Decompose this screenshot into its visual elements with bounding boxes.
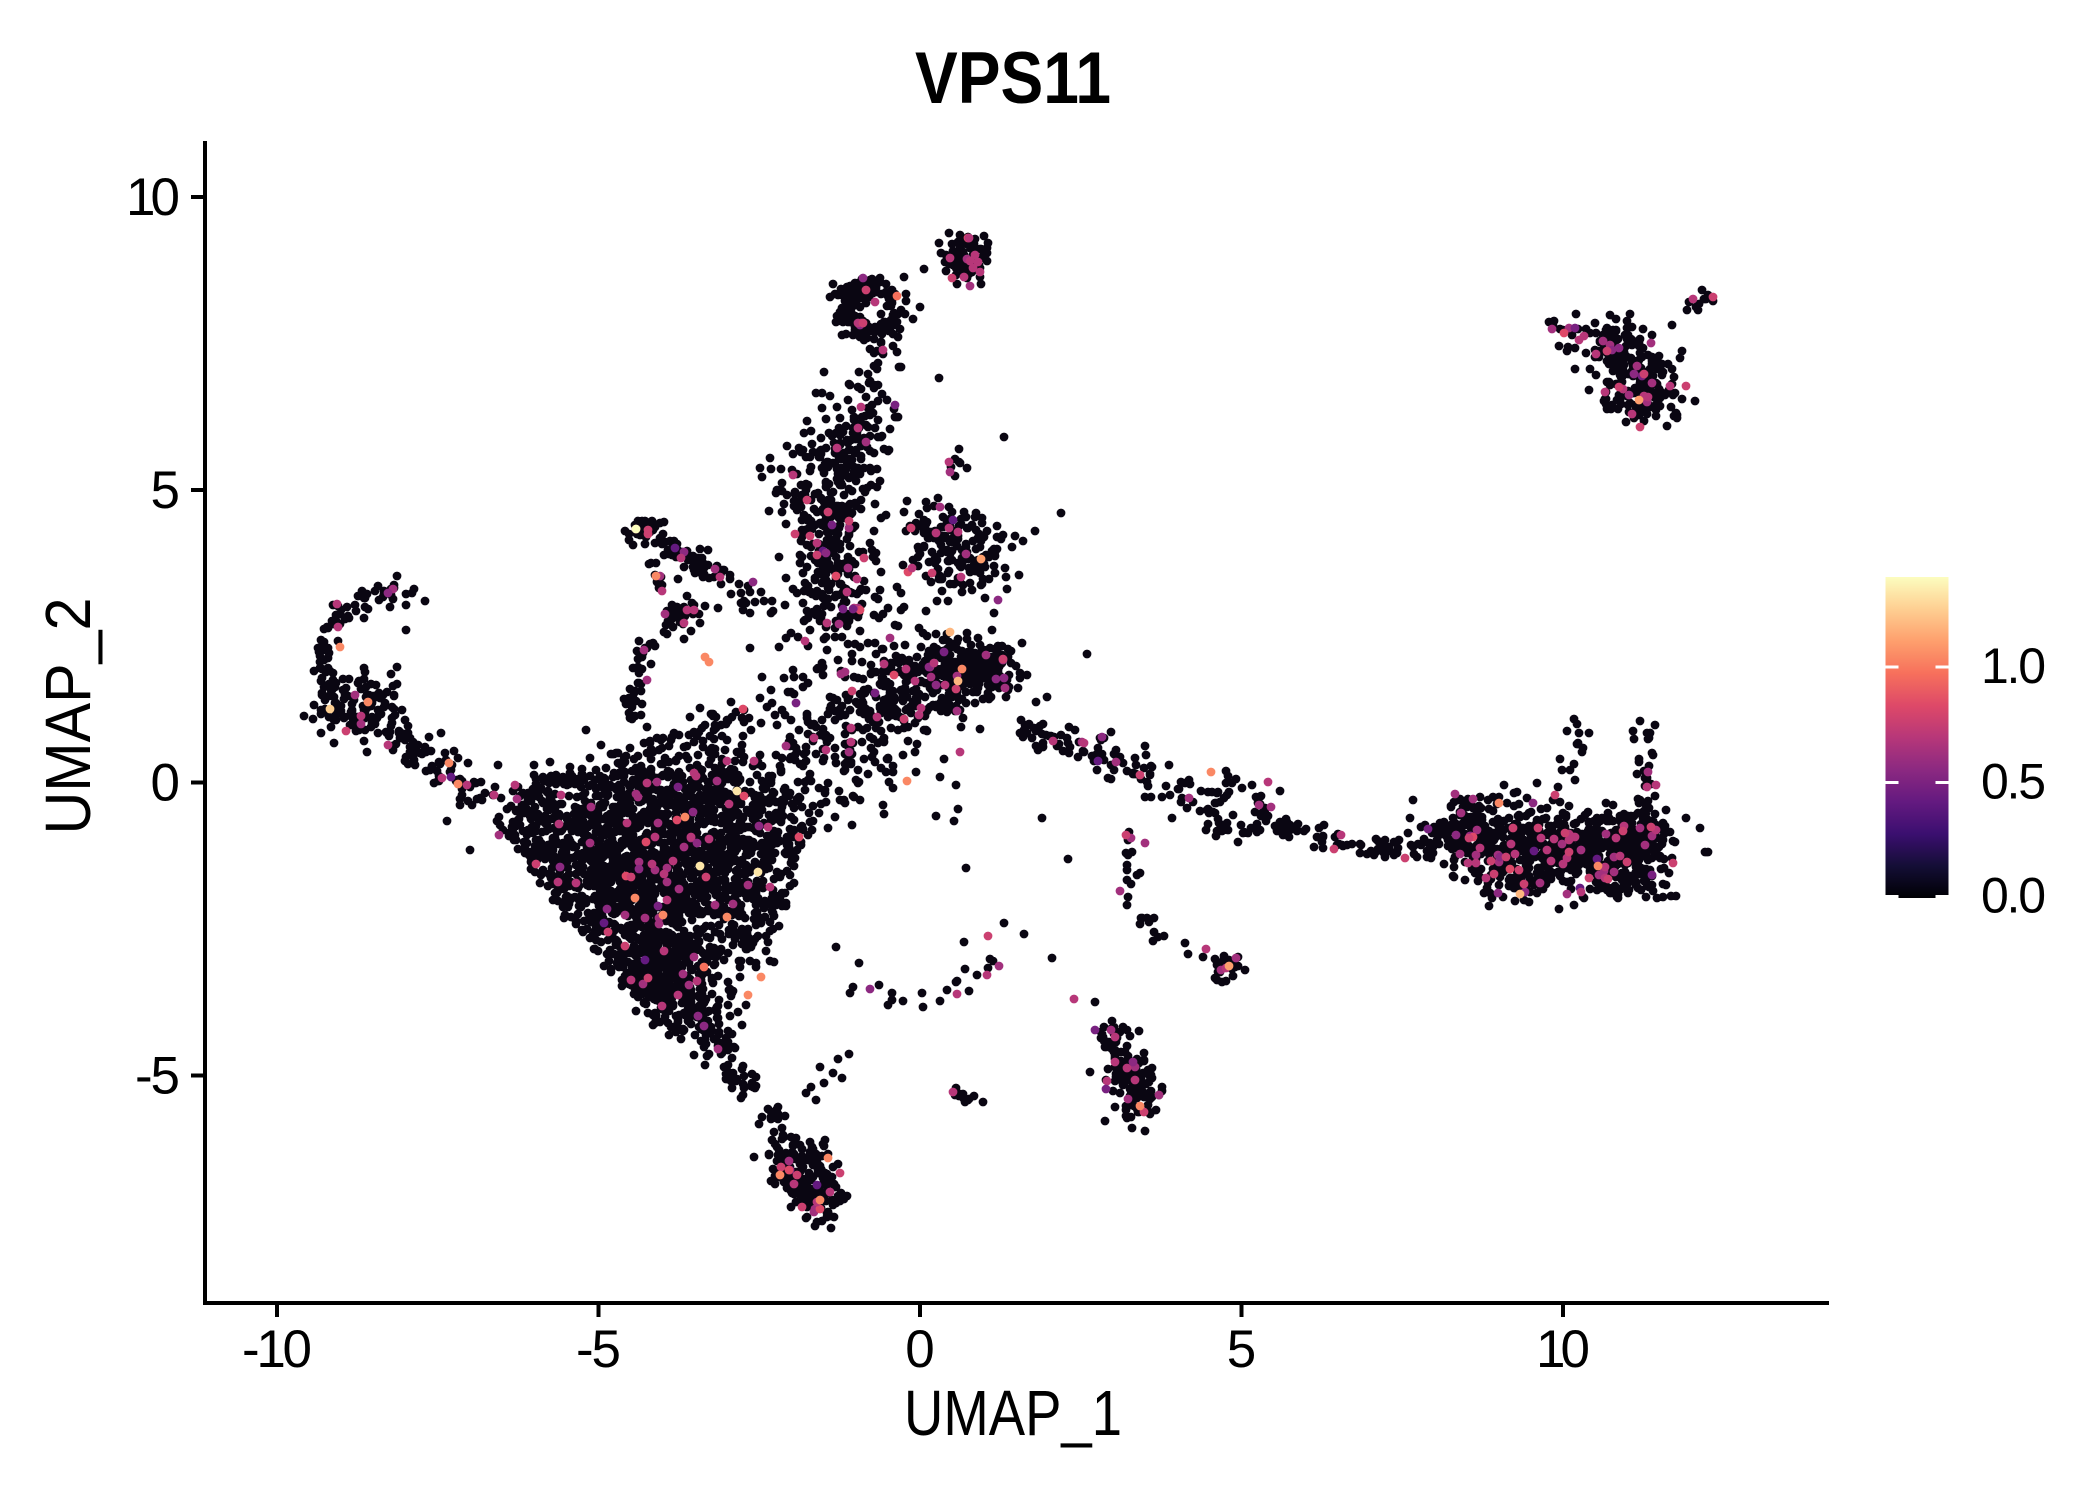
svg-text:5: 5 <box>1227 1320 1256 1379</box>
svg-text:-5: -5 <box>135 1047 180 1106</box>
svg-text:10: 10 <box>126 168 180 227</box>
svg-text:0: 0 <box>151 754 180 813</box>
svg-text:5: 5 <box>151 461 180 520</box>
svg-text:0.5: 0.5 <box>1981 754 2046 810</box>
svg-text:0: 0 <box>905 1320 934 1379</box>
svg-text:UMAP_1: UMAP_1 <box>904 1377 1122 1449</box>
svg-text:0.0: 0.0 <box>1981 868 2046 924</box>
svg-text:VPS11: VPS11 <box>915 38 1111 119</box>
svg-text:UMAP_2: UMAP_2 <box>32 598 104 835</box>
svg-text:10: 10 <box>1536 1320 1590 1379</box>
svg-text:-10: -10 <box>242 1320 312 1379</box>
svg-text:1.0: 1.0 <box>1981 638 2046 694</box>
svg-text:-5: -5 <box>576 1320 621 1379</box>
